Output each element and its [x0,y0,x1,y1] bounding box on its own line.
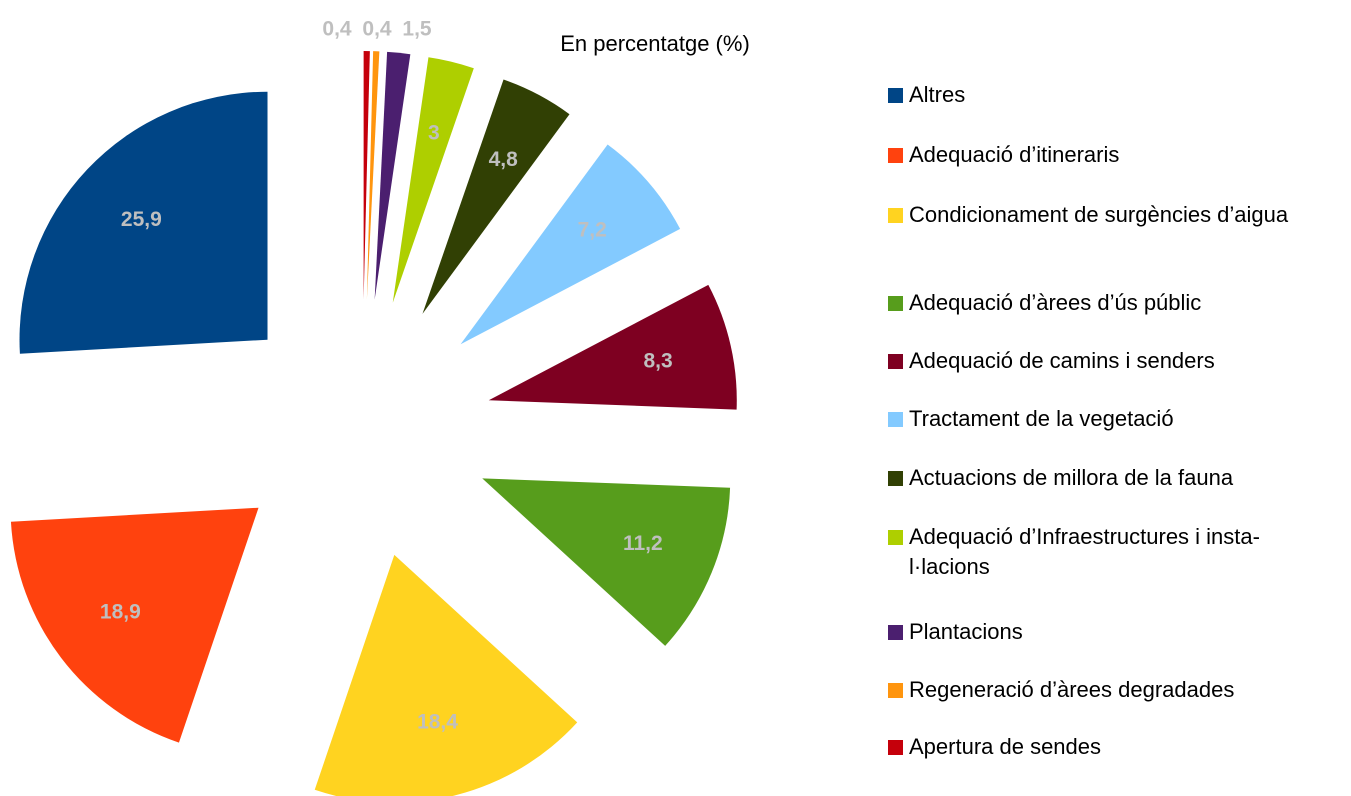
data-label: 18,4 [417,711,458,734]
data-label: 4,8 [489,148,519,171]
data-label: 7,2 [578,219,607,242]
legend-label: Adequació d’Infraestructures i insta-l·l… [909,524,1260,579]
legend-label: Regeneració d’àrees degradades [909,677,1235,702]
legend-item: Actuacions de millora de la fauna [888,463,1328,493]
legend-item: Adequació de camins i senders [888,346,1328,376]
legend-item: Apertura de sendes [888,732,1328,762]
legend-swatch [888,148,903,163]
pie-slice [482,478,731,646]
legend-swatch [888,296,903,311]
legend-label: Altres [909,82,966,107]
legend-item: Condicionament de surgències d’aigua [888,200,1328,230]
legend-swatch [888,412,903,427]
data-label: 25,9 [121,208,162,231]
legend-item: Tractament de la vegetació [888,404,1328,434]
legend-label: Actuacions de millora de la fauna [909,465,1234,490]
legend-item: Regeneració d’àrees degradades [888,675,1328,705]
legend-label: Adequació d’itineraris [909,142,1120,167]
legend-item: Adequació d’àrees d’ús públic [888,288,1328,318]
legend-label: Plantacions [909,619,1023,644]
pie-slice [314,554,578,796]
legend-swatch [888,88,903,103]
legend-swatch [888,530,903,545]
legend-swatch [888,625,903,640]
chart-title: En percentatge (%) [560,31,750,56]
data-label: 3 [428,122,440,145]
data-label: 0,4 [322,18,352,41]
pie-slice [460,144,681,345]
legend-label: Tractament de la vegetació [909,406,1174,431]
legend-item: Adequació d’Infraestructures i insta-l·l… [888,522,1328,582]
legend-label: Adequació d’àrees d’ús públic [909,290,1202,315]
data-label: 8,3 [643,349,672,372]
pie-slice [363,51,370,300]
pie-slice [19,91,268,354]
legend-swatch [888,354,903,369]
legend-label: Condicionament de surgències d’aigua [909,202,1289,227]
pie-slice [366,51,380,300]
legend-item: Plantacions [888,617,1328,647]
data-label: 0,4 [362,18,392,41]
legend-swatch [888,208,903,223]
legend-swatch [888,683,903,698]
pie-slice [10,507,259,743]
data-label: 11,2 [623,532,663,555]
legend-item: Altres [888,80,1328,110]
legend-label: Apertura de sendes [909,734,1102,759]
legend-swatch [888,740,903,755]
legend-label: Adequació de camins i senders [909,348,1215,373]
legend-item: Adequació d’itineraris [888,140,1328,170]
pie-slice [488,284,737,410]
pie-slice [422,79,570,314]
data-label: 1,5 [402,18,432,41]
pie-slice [392,57,474,303]
pie-slice [374,51,411,300]
data-label: 18,9 [100,600,141,623]
legend-swatch [888,471,903,486]
